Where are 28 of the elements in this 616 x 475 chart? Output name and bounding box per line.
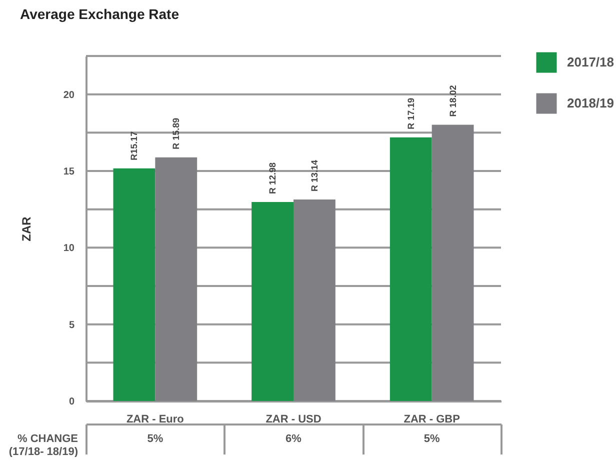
- bar: [113, 168, 156, 401]
- data-label: R 17.19: [406, 98, 416, 130]
- x-tick-label: ZAR - Euro: [126, 414, 184, 426]
- x-tick-label: ZAR - USD: [266, 414, 322, 426]
- bar: [252, 202, 294, 401]
- bar: [155, 157, 198, 401]
- y-axis-title: ZAR: [19, 216, 34, 242]
- bar: [294, 200, 336, 401]
- data-label: R 12.98: [268, 162, 278, 194]
- y-tick-label: 5: [68, 320, 75, 331]
- data-label: R 13.14: [309, 160, 320, 192]
- y-tick-label: 10: [63, 243, 75, 254]
- y-tick-label: 20: [63, 90, 75, 101]
- text: 5%: [424, 433, 440, 445]
- bar: [390, 137, 432, 401]
- chart-title: Average Exchange Rate: [20, 6, 180, 22]
- data-label: R15.17: [129, 131, 140, 160]
- legend-label: 2017/18: [567, 54, 614, 70]
- data-label: R 15.89: [171, 118, 182, 150]
- text: 6%: [286, 433, 302, 445]
- y-tick-label: 0: [68, 396, 75, 408]
- x-tick-label: ZAR - GBP: [404, 414, 460, 426]
- bar: [432, 124, 474, 401]
- y-tick-label: 15: [63, 166, 75, 178]
- text: % CHANGE (17/18- 18/19): [8, 433, 78, 458]
- legend-label: 2018/19: [567, 96, 614, 110]
- text: 5%: [147, 433, 164, 445]
- data-label: R 18.02: [448, 85, 458, 117]
